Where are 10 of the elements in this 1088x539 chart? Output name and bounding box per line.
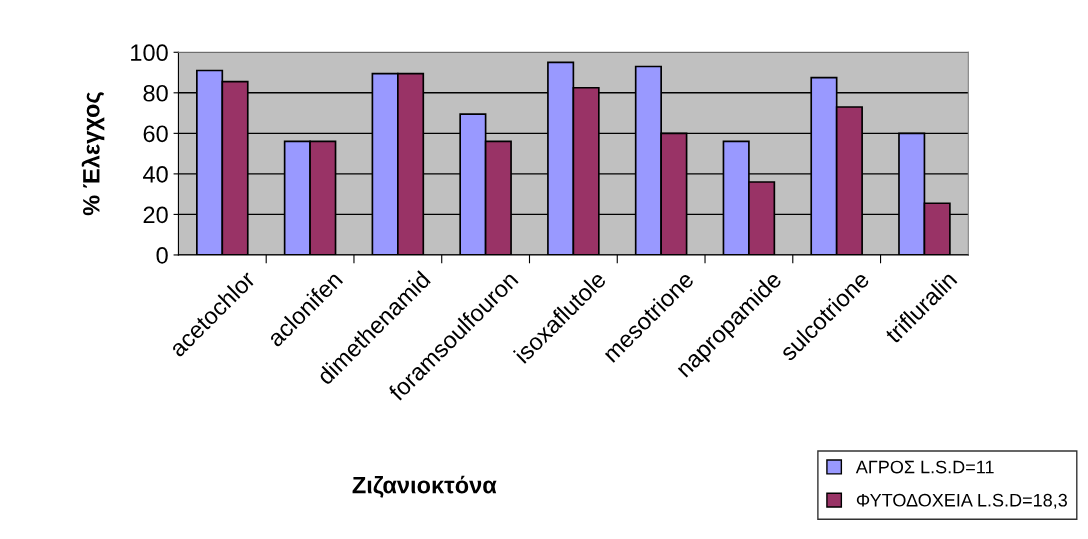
y-tick-label: 40 [142,165,168,183]
y-tick-label: 60 [143,125,168,143]
legend-label: ΦΥΤΟΔΟΧΕΙΑ L.S.D=18,3 [856,493,1067,509]
y-tick-label: 20 [143,206,168,224]
y-tick-label: 100 [131,44,168,62]
legend-label: ΑΓΡΟΣ L.S.D=11 [855,460,994,474]
y-tick-label: 0 [156,247,168,264]
y-tick-label: 80 [143,84,168,102]
y-axis-title: % Έλεγχος [81,92,105,216]
x-axis-title: Ζιζανιοκτόνα [352,475,497,498]
